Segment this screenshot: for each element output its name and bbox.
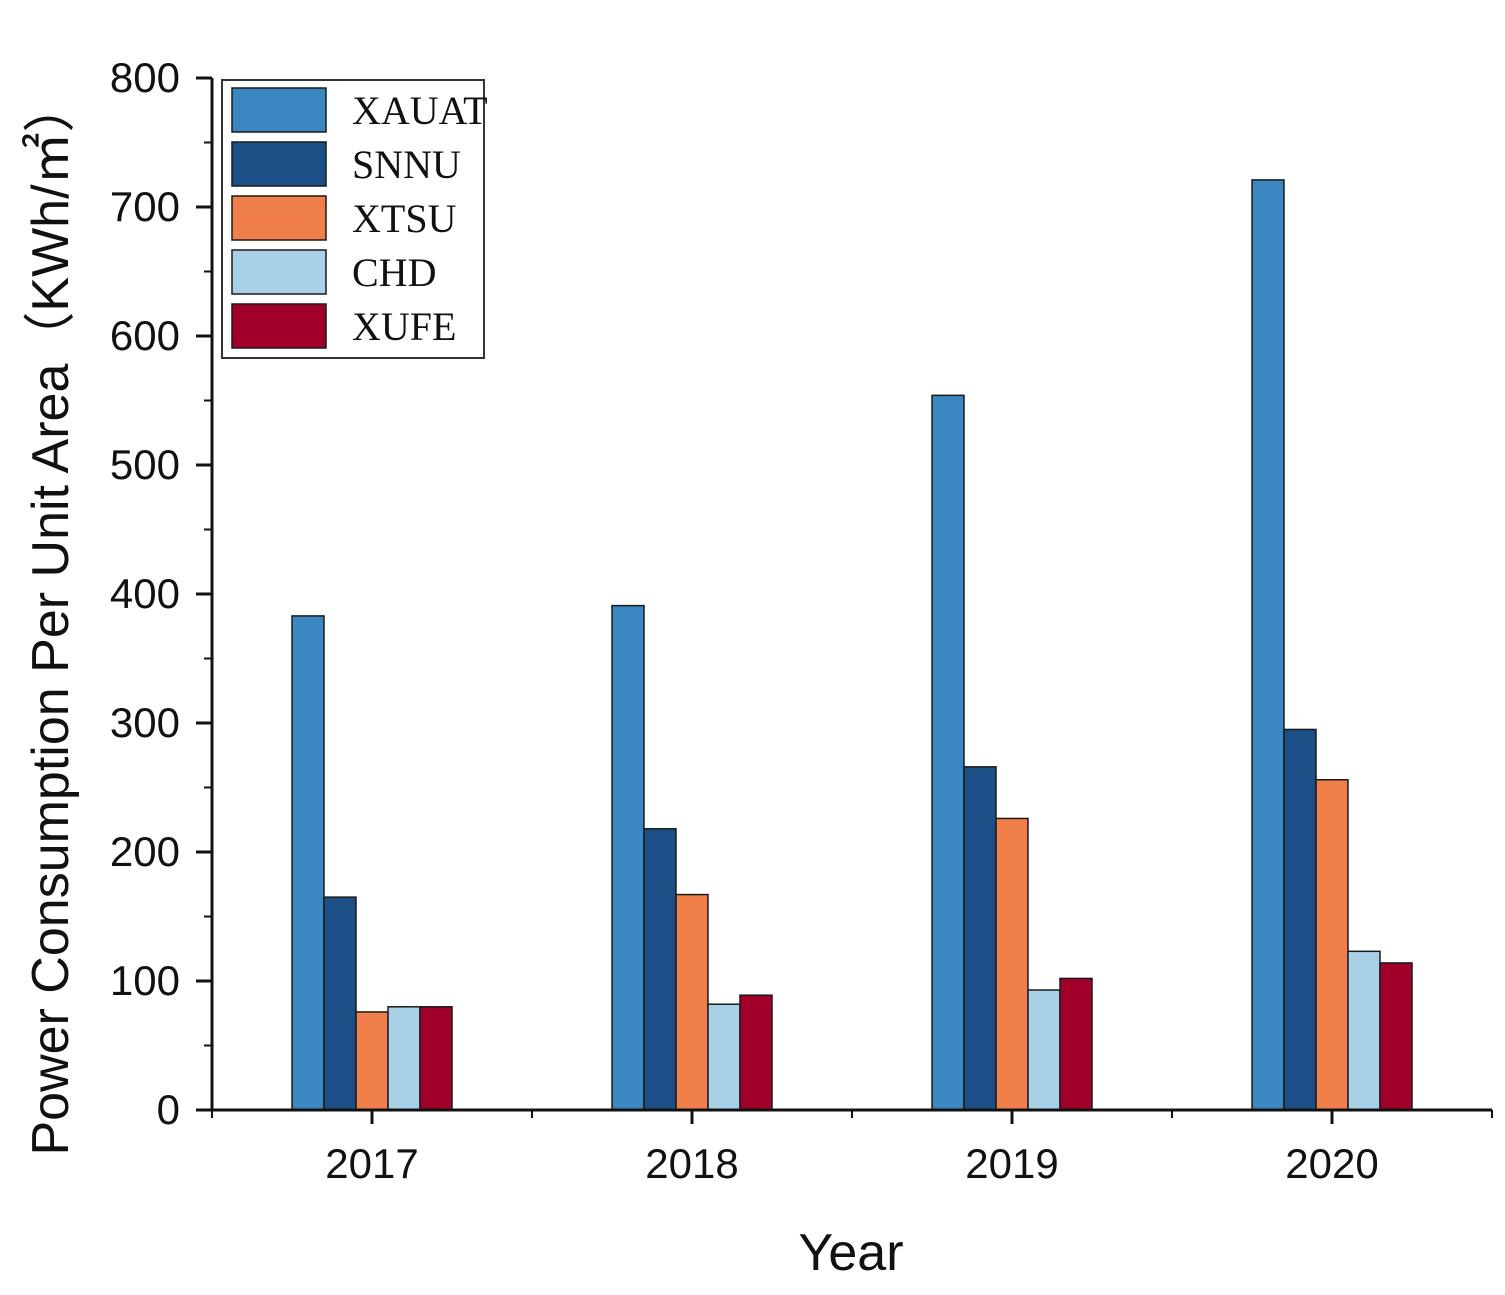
bar-XUFE-2020 xyxy=(1379,962,1413,1111)
bar-XTSU-2019 xyxy=(995,817,1029,1111)
bar-CHD-2019 xyxy=(1027,989,1061,1111)
bar-SNNU-2017 xyxy=(323,896,357,1111)
y-tick-label-700: 700 xyxy=(110,183,180,230)
bar-XAUAT-2020 xyxy=(1251,179,1285,1111)
bar-XTSU-2020 xyxy=(1315,779,1349,1111)
bars-group xyxy=(291,179,1413,1111)
legend-label-XAUAT: XAUAT xyxy=(352,88,488,133)
bar-XTSU-2018 xyxy=(675,893,709,1111)
bar-XUFE-2017 xyxy=(419,1006,453,1111)
y-tick-label-0: 0 xyxy=(157,1086,180,1133)
legend-swatch-XAUAT xyxy=(231,87,327,133)
x-ticks: 2017 2018 2019 2020 xyxy=(211,1110,1493,1187)
x-tick-label-2018: 2018 xyxy=(645,1140,738,1187)
legend-label-SNNU: SNNU xyxy=(352,142,461,187)
y-tick-label-100: 100 xyxy=(110,957,180,1004)
legend-swatch-XUFE xyxy=(231,303,327,349)
y-tick-label-800: 800 xyxy=(110,54,180,101)
y-ticks: 0 100 200 300 400 500 600 700 800 xyxy=(110,54,212,1133)
y-tick-label-500: 500 xyxy=(110,441,180,488)
y-tick-label-200: 200 xyxy=(110,828,180,875)
bar-CHD-2017 xyxy=(387,1006,421,1111)
y-tick-label-400: 400 xyxy=(110,570,180,617)
legend-label-XUFE: XUFE xyxy=(352,304,456,349)
legend-swatch-CHD xyxy=(231,249,327,295)
legend-label-XTSU: XTSU xyxy=(352,196,457,241)
bar-CHD-2020 xyxy=(1347,950,1381,1111)
bar-XUFE-2019 xyxy=(1059,977,1093,1111)
legend: XAUAT SNNU XTSU CHD XUFE xyxy=(221,79,488,359)
bar-SNNU-2020 xyxy=(1283,728,1317,1111)
bar-SNNU-2019 xyxy=(963,766,997,1111)
x-axis-title: Year xyxy=(798,1224,903,1282)
x-tick-label-2017: 2017 xyxy=(325,1140,418,1187)
y-tick-label-300: 300 xyxy=(110,699,180,746)
x-tick-label-2019: 2019 xyxy=(965,1140,1058,1187)
bar-CHD-2018 xyxy=(707,1003,741,1111)
bar-XAUAT-2019 xyxy=(931,394,965,1111)
y-axis-title: Power Consumption Per Unit Area（KWh/㎡） xyxy=(21,80,80,1155)
x-tick-label-2020: 2020 xyxy=(1285,1140,1378,1187)
bar-SNNU-2018 xyxy=(643,828,677,1111)
bar-XAUAT-2018 xyxy=(611,604,645,1111)
legend-swatch-XTSU xyxy=(231,195,327,241)
legend-label-CHD: CHD xyxy=(352,250,436,295)
y-tick-label-600: 600 xyxy=(110,312,180,359)
bar-XUFE-2018 xyxy=(739,994,773,1111)
bar-XTSU-2017 xyxy=(355,1011,389,1111)
bar-XAUAT-2017 xyxy=(291,615,325,1111)
legend-swatch-SNNU xyxy=(231,141,327,187)
